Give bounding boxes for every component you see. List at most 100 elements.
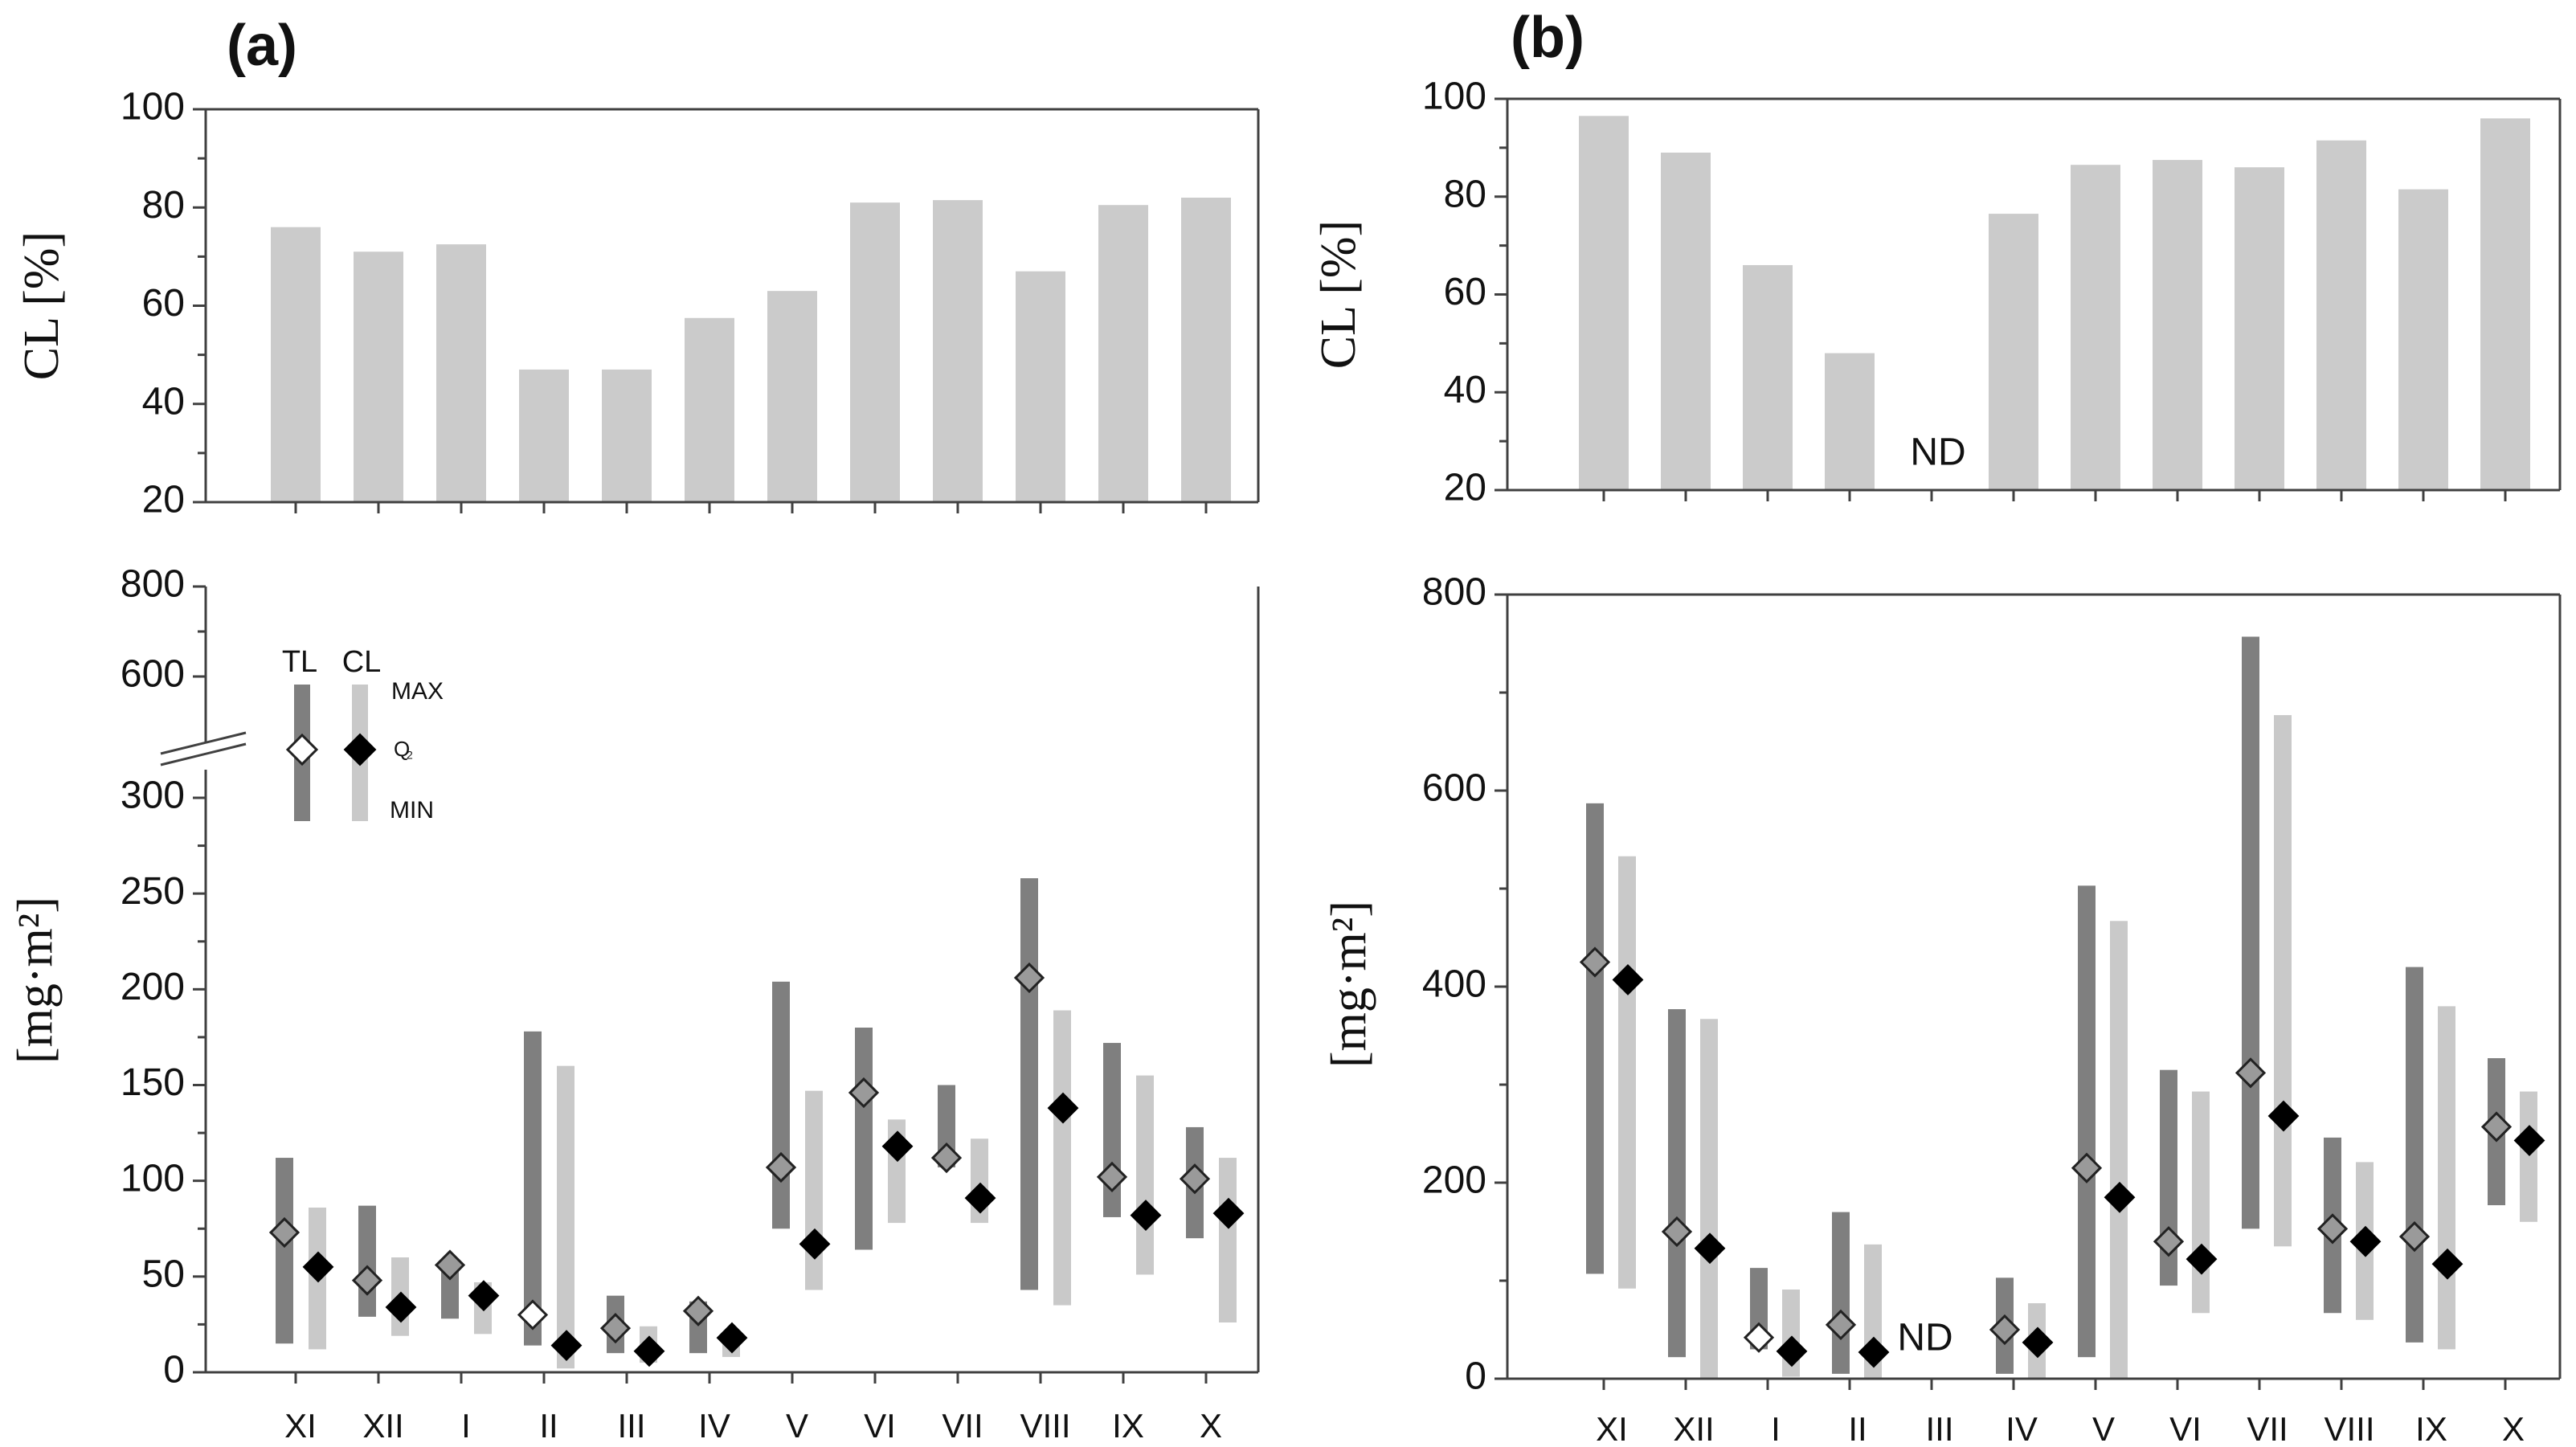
y-axis-label: [mg·m²] bbox=[8, 897, 63, 1064]
cl-range-IX bbox=[1136, 1075, 1154, 1275]
y-tick-label: 0 bbox=[163, 1349, 185, 1392]
tl-median-marker-XII bbox=[1661, 1216, 1693, 1248]
x-tick-label: IV bbox=[698, 1407, 730, 1445]
cl-range-VII bbox=[2274, 715, 2292, 1247]
cl-bar-X bbox=[1181, 198, 1231, 502]
cl-bar-I bbox=[436, 244, 486, 502]
cl-bar-VI bbox=[850, 202, 900, 502]
cl-median-marker-IV bbox=[716, 1322, 748, 1354]
y-tick-label: 80 bbox=[142, 184, 185, 227]
cl-median-marker-V bbox=[799, 1228, 831, 1260]
cl-bar-V bbox=[767, 291, 817, 502]
y-tick-label: 300 bbox=[121, 775, 185, 817]
x-tick-label: VII bbox=[942, 1407, 983, 1445]
cl-median-marker-VIII bbox=[2349, 1225, 2382, 1257]
cl-median-marker-I bbox=[468, 1280, 500, 1312]
cl-median-marker-III bbox=[633, 1335, 665, 1367]
y-tick-label: 20 bbox=[1444, 467, 1486, 509]
tl-range-V bbox=[772, 981, 790, 1229]
tl-range-VII bbox=[2242, 636, 2259, 1229]
tl-median-marker-XI bbox=[268, 1216, 301, 1249]
cl-range-IX bbox=[2438, 1006, 2455, 1350]
cl-bar-XII bbox=[354, 251, 403, 502]
y-axis-label: CL [%] bbox=[14, 231, 69, 380]
y-tick-label: 50 bbox=[142, 1253, 185, 1296]
x-tick-label: VI bbox=[864, 1407, 896, 1445]
cl-bar-VI bbox=[2153, 160, 2202, 490]
x-tick-label: I bbox=[1771, 1410, 1781, 1447]
x-tick-label: X bbox=[1200, 1407, 1222, 1445]
cl-median-marker-VI bbox=[881, 1130, 914, 1163]
cl-median-marker-IX bbox=[1130, 1200, 1162, 1231]
tl-range-XII bbox=[358, 1205, 376, 1317]
y-axis-label: CL [%] bbox=[1311, 220, 1366, 369]
cl-median-marker-VII bbox=[2267, 1100, 2300, 1132]
cl-bar-III bbox=[602, 369, 652, 502]
tl-median-marker-IV bbox=[682, 1295, 714, 1326]
y-axis-label: [mg·m²] bbox=[1322, 901, 1376, 1068]
tl-median-marker-IX bbox=[1096, 1161, 1128, 1193]
y-tick-label: 600 bbox=[1422, 767, 1486, 810]
y-tick-label: 100 bbox=[121, 1157, 185, 1200]
x-tick-label: X bbox=[2502, 1410, 2525, 1447]
x-tick-label: IX bbox=[2415, 1410, 2447, 1447]
y-tick-label: 100 bbox=[121, 86, 185, 129]
tl-median-marker-I bbox=[434, 1249, 466, 1281]
cl-bar-I bbox=[1743, 264, 1793, 490]
y-tick-label: 150 bbox=[121, 1061, 185, 1104]
y-tick-label: 250 bbox=[121, 870, 185, 913]
cl-median-marker-XII bbox=[1694, 1232, 1726, 1265]
x-tick-label: XI bbox=[284, 1407, 317, 1445]
tl-range-II bbox=[524, 1031, 542, 1346]
tl-median-marker-VI bbox=[848, 1077, 880, 1109]
x-tick-label: V bbox=[786, 1407, 808, 1445]
y-tick-label: 20 bbox=[142, 479, 185, 521]
x-tick-label: XI bbox=[1596, 1410, 1628, 1447]
x-tick-label: I bbox=[461, 1407, 471, 1445]
y-tick-label: 0 bbox=[1465, 1355, 1486, 1398]
legend-q2-subscript: 2 bbox=[407, 749, 413, 762]
cl-median-marker-X bbox=[2513, 1125, 2545, 1156]
legend-q2-label: Q bbox=[394, 737, 410, 761]
x-tick-label: VIII bbox=[2324, 1410, 2374, 1447]
tl-range-V bbox=[2078, 885, 2096, 1358]
y-tick-label: 40 bbox=[1444, 369, 1486, 411]
tl-median-marker-IX bbox=[2398, 1220, 2431, 1253]
cl-median-marker-XII bbox=[385, 1291, 417, 1323]
y-tick-label: 80 bbox=[1444, 173, 1486, 215]
x-tick-label: IV bbox=[2006, 1410, 2038, 1447]
cl-bar-VII bbox=[933, 200, 983, 503]
cl-range-V bbox=[2110, 921, 2128, 1379]
cl-bar-VIII bbox=[1016, 271, 1065, 502]
cl-range-II bbox=[557, 1065, 574, 1369]
x-tick-label: II bbox=[1848, 1410, 1867, 1447]
tl-median-marker-V bbox=[2071, 1152, 2103, 1183]
cl-bar-V bbox=[2071, 165, 2120, 490]
cl-range-X bbox=[1219, 1158, 1237, 1323]
x-tick-label: VIII bbox=[1020, 1407, 1070, 1445]
cl-bar-IV bbox=[685, 317, 734, 502]
tl-range-XI bbox=[276, 1158, 293, 1344]
tl-range-XI bbox=[1586, 803, 1604, 1274]
cl-range-VIII bbox=[1053, 1010, 1071, 1306]
x-tick-label: IX bbox=[1112, 1407, 1144, 1445]
cl-bar-IX bbox=[2398, 189, 2448, 490]
cl-bar-IX bbox=[1098, 205, 1148, 502]
cl-median-marker-XI bbox=[1612, 964, 1644, 995]
axis-break-mark bbox=[160, 731, 247, 755]
tl-median-marker-V bbox=[765, 1151, 797, 1183]
tl-median-marker-III bbox=[599, 1313, 632, 1344]
cl-median-marker-VI bbox=[2186, 1243, 2218, 1275]
cl-median-marker-VII bbox=[964, 1182, 996, 1214]
tl-range-XII bbox=[1668, 1009, 1686, 1358]
x-tick-label: XII bbox=[362, 1407, 403, 1445]
tl-range-VII bbox=[938, 1085, 955, 1167]
y-tick-label: 60 bbox=[142, 282, 185, 325]
cl-bar-X bbox=[2480, 118, 2530, 490]
cl-range-V bbox=[805, 1090, 823, 1290]
cl-bar-II bbox=[519, 369, 569, 502]
y-tick-label: 60 bbox=[1444, 271, 1486, 313]
tl-median-marker-X bbox=[1179, 1163, 1211, 1195]
cl-bar-IV bbox=[1989, 214, 2038, 490]
